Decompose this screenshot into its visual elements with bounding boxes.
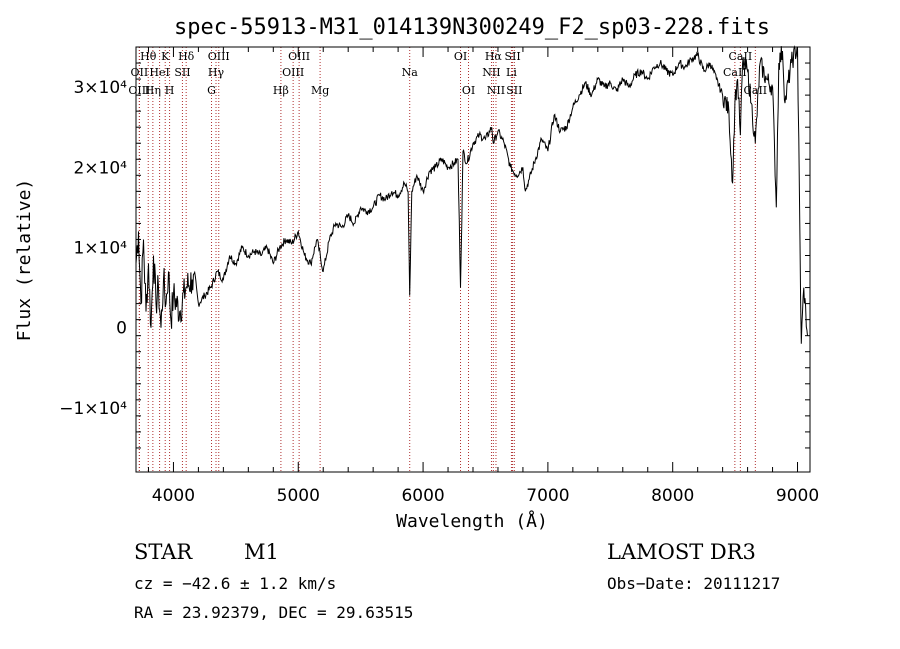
spectral-line-label: OIII (128, 84, 150, 97)
spectrum-line (135, 45, 808, 344)
object-type: STAR (134, 540, 193, 564)
spectral-line-label: OI (454, 50, 467, 63)
spectral-line-label: K (161, 50, 170, 63)
spectral-line-label: CaII (723, 66, 747, 79)
x-tick-label: 8000 (651, 486, 694, 506)
spectral-line-label: CaII (729, 50, 753, 63)
spectral-line-label: OI (462, 84, 475, 97)
x-tick-label: 5000 (277, 486, 320, 506)
x-tick-label: 6000 (401, 486, 444, 506)
spectral-line-label: G (207, 84, 216, 97)
spectral-line-markers (138, 47, 756, 472)
spectral-line-label: SII (506, 84, 522, 97)
spectral-class: M1 (244, 540, 279, 564)
spectral-line-label: OIII (208, 50, 230, 63)
observation-date: Obs−Date: 20111217 (607, 574, 781, 593)
x-tick-label: 9000 (776, 486, 819, 506)
x-axis-label: Wavelength (Å) (396, 510, 548, 532)
spectral-line-label: SII (504, 50, 520, 63)
spectral-line-label: Hβ (273, 84, 289, 97)
spectral-line-label: OIII (288, 50, 310, 63)
y-axis-label: Flux (relative) (14, 179, 35, 342)
redshift-velocity: cz = −42.6 ± 1.2 km/s (134, 574, 337, 593)
spectral-line-label: Hα (485, 50, 503, 63)
spectral-line-label: Hθ (140, 50, 157, 63)
survey-name: LAMOST DR3 (607, 540, 756, 564)
y-tick-label: 2×10⁴ (73, 158, 127, 178)
spectral-line-label: NII (487, 84, 505, 97)
spectral-line-label: Hδ (178, 50, 195, 63)
spectral-line-label: CaII (743, 84, 767, 97)
spectral-line-label: H (165, 84, 175, 97)
y-axis-ticks: −1×10⁴ 0 1×10⁴ 2×10⁴ 3×10⁴ (59, 46, 810, 449)
spectral-line-label: NII (482, 66, 500, 79)
chart-title: spec-55913-M31_014139N300249_F2_sp03-228… (174, 15, 770, 40)
spectral-line-label: OII (131, 66, 149, 79)
y-tick-label: −1×10⁴ (59, 399, 127, 419)
spectral-line-label: Na (402, 66, 419, 79)
y-tick-label: 0 (116, 319, 127, 339)
spectral-line-label: Li (506, 66, 517, 79)
spectral-line-label: Mg (311, 84, 329, 97)
x-axis-ticks: 4000 5000 6000 7000 8000 9000 (147, 47, 819, 506)
y-tick-label: 1×10⁴ (73, 238, 127, 258)
spectral-line-label: OIII (282, 66, 304, 79)
coordinates: RA = 23.92379, DEC = 29.63515 (134, 603, 414, 622)
spectral-line-label: Hγ (208, 66, 225, 79)
y-tick-label: 3×10⁴ (73, 78, 127, 98)
spectral-line-label: Hη (145, 84, 161, 97)
x-tick-label: 4000 (152, 486, 195, 506)
spectral-line-label: HeI (149, 66, 169, 79)
spectral-line-label: SII (174, 66, 190, 79)
x-tick-label: 7000 (526, 486, 569, 506)
